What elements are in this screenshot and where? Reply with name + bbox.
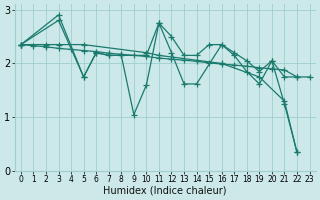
X-axis label: Humidex (Indice chaleur): Humidex (Indice chaleur) [103, 186, 227, 196]
